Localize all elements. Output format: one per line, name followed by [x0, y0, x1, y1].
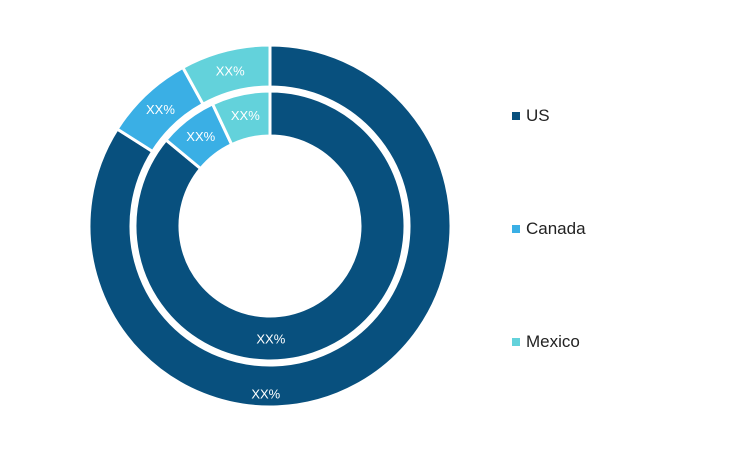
legend-label-us: US	[526, 106, 550, 125]
legend-swatch-canada	[512, 225, 520, 233]
outer-slice-mexico	[180, 43, 272, 107]
legend-item-mexico: Mexico	[512, 332, 580, 352]
inner-label-mexico: XX%	[231, 108, 260, 123]
outer-slice-us	[87, 43, 453, 409]
inner-label-canada: XX%	[186, 129, 215, 144]
inner-label-us: XX%	[256, 331, 285, 346]
legend-label-mexico: Mexico	[526, 332, 580, 351]
inner-ring	[133, 89, 407, 363]
outer-label-canada: XX%	[146, 102, 175, 117]
inner-slice-mexico	[210, 89, 272, 147]
outer-label-mexico: XX%	[216, 64, 245, 79]
legend-swatch-mexico	[512, 338, 520, 346]
slice-labels: XX% XX% XX% XX% XX% XX%	[146, 64, 286, 402]
legend-swatch-us	[512, 112, 520, 120]
outer-ring	[87, 43, 453, 409]
inner-slice-us	[133, 89, 407, 363]
legend-item-canada: Canada	[512, 219, 586, 239]
legend-label-canada: Canada	[526, 219, 586, 238]
legend-item-us: US	[512, 106, 550, 126]
outer-label-us: XX%	[251, 386, 280, 401]
legend: US Canada Mexico	[512, 0, 732, 451]
